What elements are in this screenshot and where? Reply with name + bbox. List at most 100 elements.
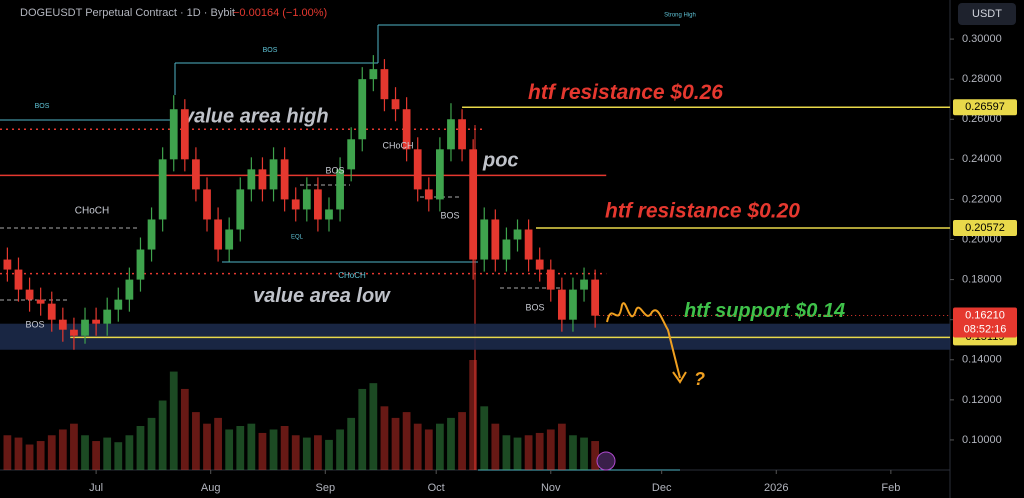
level-text: poc — [482, 150, 519, 172]
structure-label: BOS — [525, 302, 544, 312]
structure-label: BOS — [35, 103, 50, 110]
price-tag — [953, 220, 1017, 237]
price-tag-label: 0.26597 — [965, 101, 1005, 113]
volume-bar — [291, 435, 300, 470]
projection-arrow — [672, 371, 687, 384]
volume-bar — [424, 429, 433, 470]
volume-bar — [325, 439, 333, 470]
structure-label: BOS — [440, 210, 459, 220]
y-tick-label: 0.20000 — [962, 233, 1002, 245]
volume-bar — [591, 441, 600, 470]
y-tick-label: 0.12000 — [962, 394, 1002, 406]
price-tag — [953, 99, 1017, 116]
volume-bar — [524, 435, 533, 470]
alert-icon[interactable] — [596, 451, 616, 471]
volume-bar — [314, 435, 322, 470]
y-tick-label: 0.14000 — [962, 354, 1002, 366]
candle-body — [314, 189, 322, 220]
x-tick-label: Dec — [652, 482, 672, 494]
candle-body — [436, 149, 444, 200]
volume-bar — [47, 435, 56, 470]
candle-body — [302, 189, 311, 210]
candle-body — [458, 119, 466, 150]
candle-body — [125, 279, 134, 300]
y-tick-label: 0.24000 — [962, 153, 1002, 165]
candle-body — [469, 149, 478, 260]
candle-body — [402, 109, 411, 150]
x-tick-label: Sep — [316, 482, 336, 494]
symbol-title: DOGEUSDT Perpetual Contract · 1D · Bybit — [20, 7, 235, 19]
candle-body — [169, 109, 178, 160]
candle-body — [114, 299, 123, 310]
candle-body — [25, 289, 34, 300]
volume-bar — [302, 437, 311, 470]
volume-bar — [92, 441, 100, 470]
volume-bar — [36, 441, 45, 470]
volume-bar — [502, 435, 511, 470]
candle-body — [192, 159, 200, 190]
candle-body — [491, 219, 500, 260]
candle-body — [58, 319, 67, 330]
volume-bar — [14, 437, 23, 470]
volume-bar — [546, 429, 555, 470]
support-label: htf support $0.14 — [684, 300, 845, 322]
x-tick-label: Oct — [428, 482, 445, 494]
structure-label: EQL — [291, 235, 304, 241]
candle-body — [513, 229, 522, 240]
y-tick-label: 0.22000 — [962, 193, 1002, 205]
price-change: −0.00164 (−1.00%) — [233, 7, 327, 19]
structure-label: BOS — [325, 165, 344, 175]
structure-label: CHoCH — [338, 271, 366, 280]
volume-bar — [25, 444, 34, 470]
volume-bar — [380, 406, 389, 470]
candle-body — [380, 69, 389, 100]
currency-button[interactable] — [958, 3, 1016, 25]
candle-body — [103, 309, 112, 324]
y-tick-label: 0.28000 — [962, 73, 1002, 85]
candle-body — [214, 219, 222, 250]
volume-bar — [347, 417, 356, 470]
volume-bar — [236, 426, 245, 470]
candle-body — [546, 269, 555, 290]
volume-bar — [247, 423, 256, 470]
volume-bar — [369, 383, 378, 470]
candle-body — [480, 219, 489, 260]
volume-bar — [136, 426, 145, 470]
question-mark: ? — [694, 369, 705, 389]
candle-body — [236, 189, 245, 230]
volume-bar — [169, 371, 178, 470]
level-text: htf resistance $0.20 — [605, 200, 800, 223]
volume-bar — [458, 412, 466, 470]
volume-bar — [280, 426, 289, 470]
candle-body — [14, 269, 23, 290]
last-price-label: 0.16210 — [965, 309, 1005, 321]
last-price-tag — [953, 307, 1017, 338]
candle-body — [424, 189, 433, 200]
volume-bar — [214, 417, 222, 470]
candle-body — [225, 229, 234, 250]
candle-body — [3, 259, 12, 270]
x-tick-label: Feb — [881, 482, 900, 494]
volume-bar — [3, 435, 12, 470]
level-text: value area high — [183, 106, 329, 128]
volume-bar — [513, 437, 522, 470]
structure-lines — [0, 24, 680, 471]
volume-bar — [103, 437, 112, 470]
volume-bar — [469, 360, 478, 470]
x-tick-label: Nov — [541, 482, 561, 494]
projection-path — [606, 302, 681, 379]
candle-body — [47, 303, 56, 320]
volume-bar — [158, 400, 167, 470]
candle-body — [325, 209, 333, 220]
volume-bar — [70, 423, 78, 470]
structure-label: BOS — [25, 319, 44, 329]
volume-bar — [225, 429, 234, 470]
level-text: htf resistance $0.26 — [528, 81, 723, 104]
candle-body — [557, 289, 566, 320]
candle-body — [391, 99, 400, 110]
volume-bar — [413, 423, 422, 470]
volume-bar — [81, 435, 89, 470]
volume-bar — [180, 388, 189, 470]
volume-bar — [402, 412, 411, 470]
